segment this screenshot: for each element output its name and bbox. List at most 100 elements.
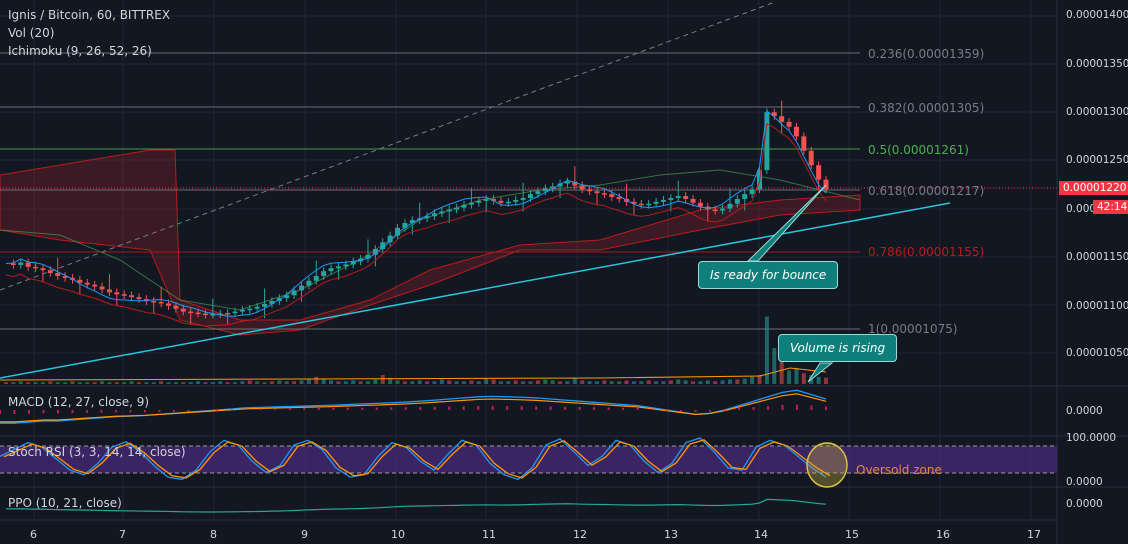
time-tick: 16 [936,528,950,541]
volume-bar [750,376,755,384]
volume-bar [100,381,105,384]
dashed-channel-line[interactable] [0,1,776,291]
candle-body [18,262,24,265]
macd-histogram-bar [303,408,306,410]
oversold-highlight-circle[interactable] [806,442,848,488]
macd-histogram-bar [114,410,117,413]
stoch-rsi-legend[interactable]: Stoch RSI (3, 3, 14, 14, close) [8,445,186,459]
macd-histogram-bar [143,410,146,413]
volume-bar [580,380,585,384]
volume-bar [55,382,60,384]
candle-body [520,197,526,200]
volume-legend[interactable]: Vol (20) [8,26,55,40]
volume-bar [210,382,215,384]
volume-bar [77,382,82,384]
volume-bar [402,381,407,384]
fibonacci-retracement[interactable] [0,52,860,330]
stoch-rsi-band [0,446,1057,473]
fib-label-0382: 0.382(0.00001305) [868,101,985,115]
volume-bar [196,381,201,384]
candle-body [195,312,201,315]
candle-body [380,242,386,250]
macd-histogram-bar [27,410,30,414]
candle-body [660,199,666,202]
bounce-callout[interactable]: Is ready for bounce [698,261,839,289]
volume-bar [173,382,178,384]
candle-body [808,150,814,166]
macd-histogram-bar [622,407,625,410]
ppo-legend[interactable]: PPO (10, 21, close) [8,496,122,510]
macd-histogram-bar [42,410,45,414]
macd-histogram-bar [796,404,799,410]
symbol-legend[interactable]: Ignis / Bitcoin, 60, BITTREX [8,8,171,22]
time-tick: 10 [391,528,405,541]
volume-bar [609,381,614,384]
macd-histogram-bar [288,408,291,410]
support-trendline[interactable] [0,202,951,379]
chart-grid [0,0,1057,520]
volume-bar [365,381,370,384]
volume-bar [85,382,90,384]
macd-histogram-bar [477,406,480,410]
candle-body [461,204,467,208]
macd-histogram-bar [129,410,132,413]
volume-bar [166,382,171,384]
candle-body [631,201,637,204]
volume-bar [188,382,193,384]
candle-body [668,197,674,200]
volume-bar [181,382,186,384]
candle-body [225,313,231,315]
macd-histogram-bar [607,407,610,410]
candle-body [298,285,304,291]
volume-bar [462,381,467,384]
volume-bar [225,382,230,384]
volume-bar [543,379,548,384]
macd-histogram-bar [680,410,683,412]
candle-body [727,203,733,209]
volume-bar [107,382,112,384]
oversold-zone-label[interactable]: Oversold zone [856,463,942,477]
candle-body [40,268,46,271]
macd-histogram-bar [535,406,538,410]
volume-bar [602,380,607,384]
candle-body [84,282,90,285]
candle-body [328,268,334,272]
candle-body [749,189,755,195]
candle-body [313,275,319,281]
volume-bar [521,381,526,384]
macd-histogram-bar [216,410,219,411]
macd-histogram-bar [317,408,320,410]
macd-histogram-bar [158,410,161,412]
candle-body [106,289,112,293]
volume-bar [380,375,385,384]
candle-body [801,136,807,151]
volume-callout[interactable]: Volume is rising [778,334,898,362]
candle-body [62,275,68,278]
volume-bar [513,380,518,384]
volume-bar [321,378,326,384]
candle-body [557,183,563,187]
ichimoku-legend[interactable]: Ichimoku (9, 26, 52, 26) [8,44,152,58]
time-tick: 11 [482,528,496,541]
fib-label-0618: 0.618(0.00001217) [868,184,985,198]
candle-body [387,235,393,243]
volume-bar [63,382,68,384]
volume-bar [558,381,563,384]
volume-bar [432,381,437,384]
candle-body [239,309,245,312]
macd-histogram-bar [71,410,74,414]
candle-body [564,181,570,184]
macd-histogram-bar [433,406,436,410]
volume-bar [314,376,319,384]
candle-body [431,213,437,217]
macd-legend[interactable]: MACD (12, 27, close, 9) [8,395,150,409]
macd-histogram-bar [491,405,494,410]
candle-body [395,227,401,236]
macd-histogram-bar [0,410,1,414]
candle-body [158,301,164,304]
macd-histogram-bar [13,410,16,414]
macd-histogram-bar [100,410,103,413]
volume-bar [824,377,828,384]
volume-bar [299,380,304,384]
